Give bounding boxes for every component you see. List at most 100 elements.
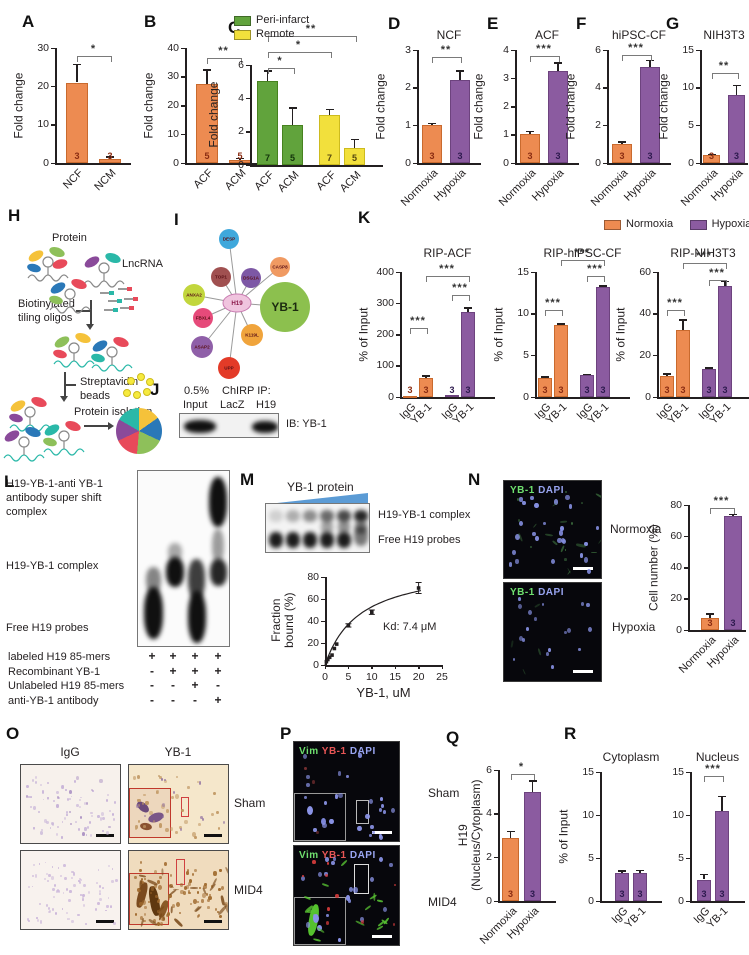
cell	[26, 784, 29, 788]
blot-band-h19	[252, 421, 278, 433]
cell	[216, 810, 220, 815]
data-point	[346, 623, 351, 628]
bar	[715, 810, 729, 901]
error-bar	[206, 69, 208, 84]
cell	[521, 638, 525, 642]
cell	[198, 886, 202, 890]
y-tick	[686, 771, 690, 773]
cell	[321, 818, 326, 825]
chart-title: NCF	[436, 28, 462, 42]
cell	[96, 882, 98, 885]
y-tick	[51, 162, 55, 164]
cell	[75, 776, 80, 781]
sig-bracket	[207, 58, 242, 65]
sig-label: ***	[452, 281, 468, 294]
blot-input-percent: 0.5%	[184, 385, 210, 397]
y-tick-label: 40	[639, 307, 651, 320]
panel-g-label: G	[666, 14, 680, 33]
y-tick	[181, 162, 185, 164]
y-tick	[531, 396, 535, 398]
protein-blob	[105, 252, 121, 264]
protein-blob	[28, 250, 44, 262]
cell	[553, 499, 559, 505]
cell	[138, 799, 141, 803]
cell	[331, 860, 336, 866]
y-tick	[511, 134, 515, 136]
y-axis-label: Fold change	[656, 73, 671, 140]
data-point	[330, 653, 334, 657]
gel-band	[144, 587, 163, 639]
rna-protein-complex	[9, 396, 51, 432]
cell	[175, 831, 178, 835]
stain-legend: Vim YB-1 DAPI	[299, 850, 376, 861]
magnified-region-box	[176, 859, 185, 885]
rna-strand	[53, 360, 95, 368]
row-label-hypoxia: Hypoxia	[612, 620, 656, 634]
y-tick-label: 200	[376, 328, 394, 340]
cell	[583, 557, 589, 564]
y-tick	[511, 49, 515, 51]
cell	[141, 878, 144, 881]
cell	[154, 870, 158, 875]
cell	[111, 879, 114, 883]
cell	[534, 602, 541, 608]
if-image-normoxia: YB-1 DAPI	[503, 480, 602, 579]
y-tick-label: 4	[238, 91, 244, 104]
cell	[75, 803, 79, 808]
protein-blob	[50, 282, 66, 294]
y-axis	[250, 65, 252, 166]
cell	[567, 627, 572, 633]
error-bar	[291, 107, 294, 125]
binding-curve	[324, 582, 422, 666]
scale-bar	[204, 920, 222, 923]
cell	[51, 876, 54, 880]
emsa-table-row-label: Recombinant YB-1	[8, 665, 101, 678]
y-tick	[684, 629, 688, 631]
network-node-label: FBXL4	[196, 316, 211, 321]
error-bar	[709, 613, 711, 618]
cell	[97, 868, 100, 871]
cell	[323, 801, 328, 806]
error-cap	[557, 323, 565, 325]
y-tick-label: 20	[670, 592, 682, 605]
y-axis	[700, 50, 702, 164]
cell	[198, 781, 202, 785]
cell	[43, 819, 47, 823]
cell	[326, 921, 330, 925]
y-tick-label: 30	[167, 70, 179, 83]
cell	[185, 884, 189, 889]
x-tick-label: 20	[412, 671, 425, 683]
network-node-label: TOP1	[215, 275, 227, 280]
y-tick	[413, 162, 417, 164]
gel-band-complex	[337, 510, 351, 522]
cell	[150, 885, 155, 891]
bar	[612, 144, 632, 163]
y-axis	[400, 272, 402, 398]
cell	[66, 911, 69, 915]
emsa-table-value: +	[191, 678, 199, 692]
cell	[176, 902, 181, 907]
protein-blob	[53, 349, 67, 359]
rna-strand	[49, 306, 91, 314]
cell	[82, 884, 86, 888]
cell	[208, 883, 217, 892]
protein-blob	[49, 295, 63, 305]
ihc-col-yb1: YB-1	[164, 745, 192, 759]
sig-label: *	[295, 39, 302, 51]
cell	[197, 913, 201, 917]
cell	[171, 904, 176, 909]
cell	[89, 821, 92, 824]
y-tick-label: 0	[676, 623, 682, 636]
cell	[196, 891, 199, 894]
cell	[170, 905, 173, 914]
titration-free-label: Free H19 probes	[378, 534, 461, 546]
y-axis	[690, 772, 692, 902]
network-node	[219, 229, 239, 249]
cell	[202, 892, 207, 898]
gel-band-free	[286, 532, 300, 548]
y-tick	[396, 302, 400, 305]
legend-k-label: Hypoxia	[711, 218, 749, 230]
dapi-stain-label: DAPI	[349, 746, 376, 757]
interaction-network: DESP TOP1 DSG1A CASP8 ANXA2 FBXL4 ASAP2 K119L UP…	[176, 222, 356, 394]
titration-complex-label: H19-YB-1 complex	[378, 509, 471, 521]
